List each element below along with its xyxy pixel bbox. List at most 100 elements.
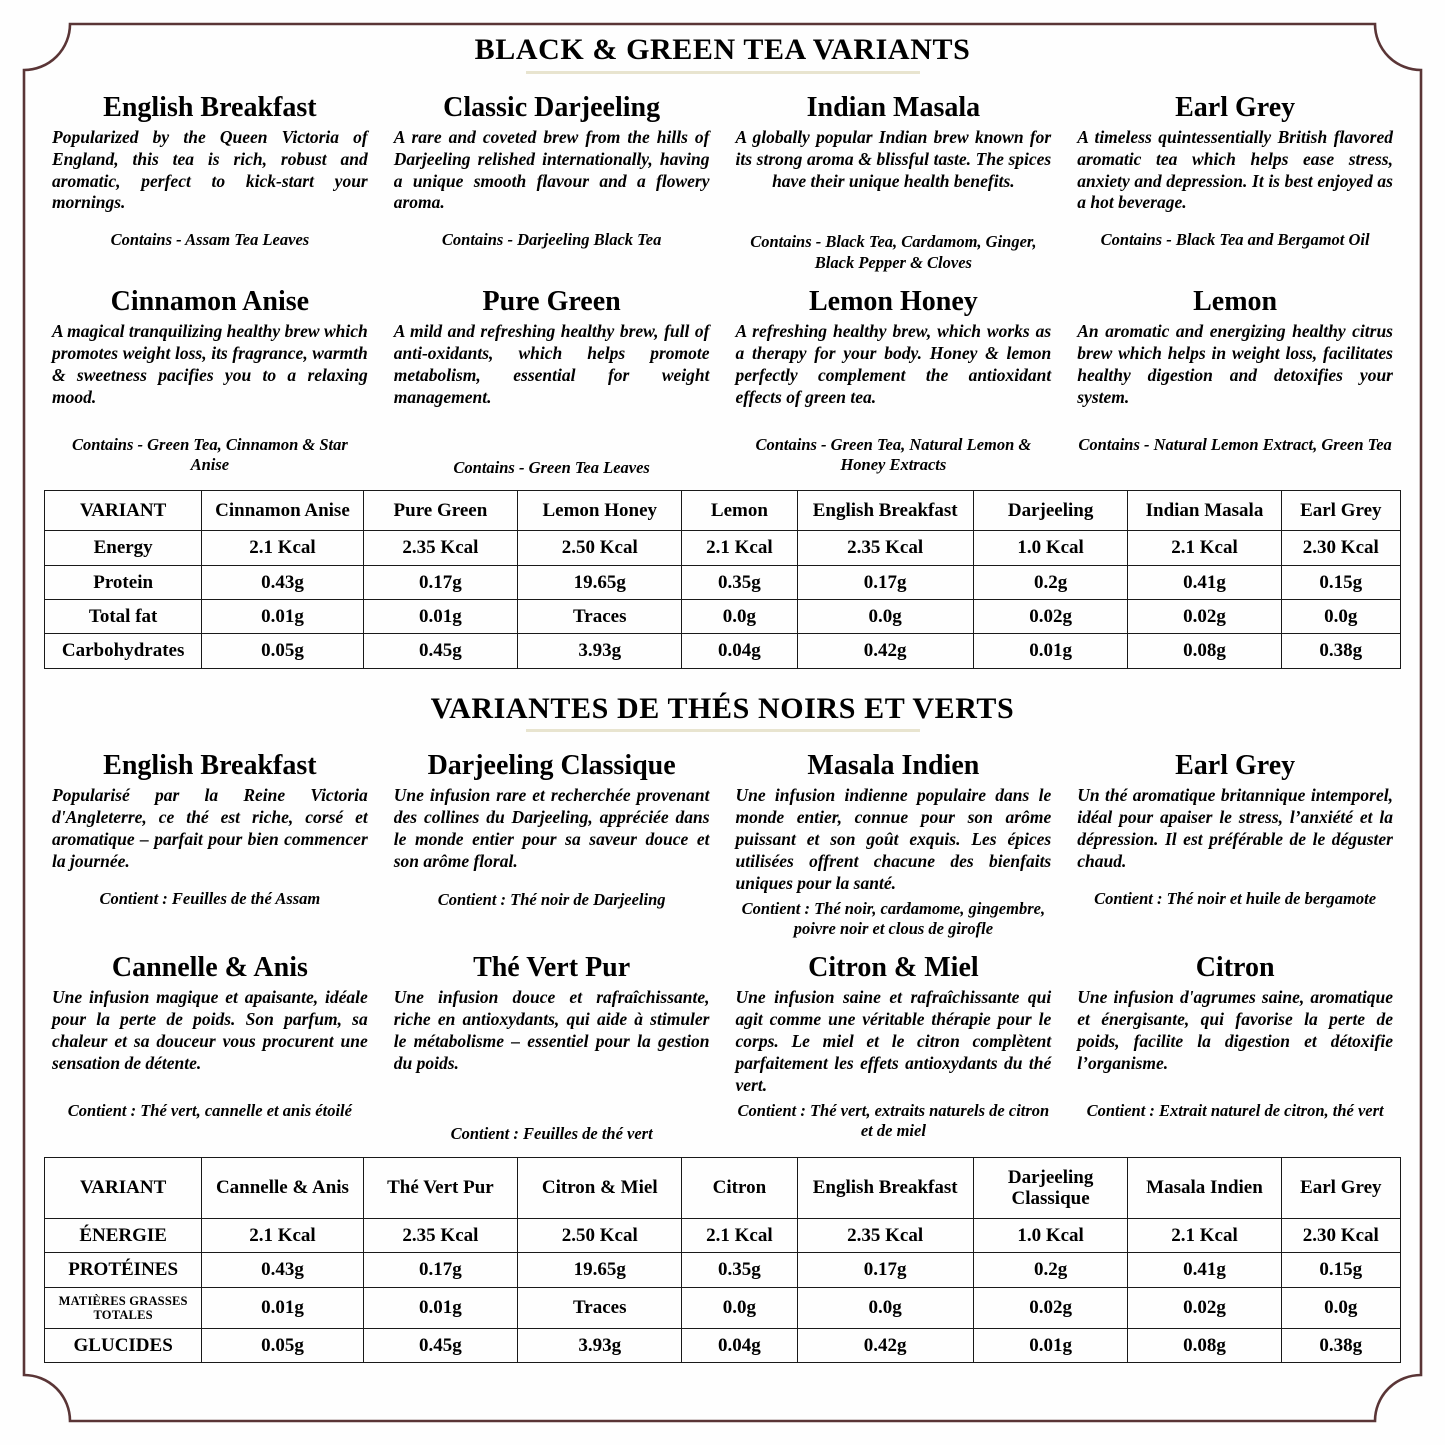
table-cell: 2.1 Kcal [201, 530, 364, 566]
tea-description: A magical tranquilizing healthy brew whi… [52, 321, 368, 407]
tea-contains: Contains - Natural Lemon Extract, Green … [1078, 434, 1392, 454]
table-cell: 0.04g [681, 1327, 798, 1363]
tea-description: Une infusion douce et rafraîchissante, r… [393, 987, 710, 1074]
tea-grid-french-row1: English Breakfast Popularisé par la Rein… [44, 750, 1401, 940]
table-cell: 3.93g [517, 1327, 683, 1363]
table-cell: 0.0g [681, 599, 798, 635]
section-title-block-english: BLACK & GREEN TEA VARIANTS [44, 34, 1401, 74]
table-row-label: MATIÈRES GRASSES TOTALES [43, 1286, 203, 1329]
table-cell: 0.35g [681, 1252, 798, 1288]
table-header-cell: Earl Grey [1280, 1156, 1402, 1220]
table-cell: 2.35 Kcal [362, 530, 519, 566]
table-row: ÉNERGIE 2.1 Kcal 2.35 Kcal 2.50 Kcal 2.1… [43, 1218, 1402, 1254]
tea-grid-english-row1: English Breakfast Popularized by the Que… [44, 92, 1401, 274]
tea-card-indian-masala: Indian Masala A globally popular Indian … [728, 92, 1060, 274]
tea-description: Une infusion d'agrumes saine, aromatique… [1077, 987, 1393, 1074]
tea-description: Popularisé par la Reine Victoria d'Angle… [52, 785, 368, 872]
table-header-row: VARIANT Cannelle & Anis Thé Vert Pur Cit… [43, 1156, 1402, 1220]
table-header-cell: Masala Indien [1127, 1156, 1282, 1220]
tea-card-citron-miel: Citron & Miel Une infusion saine et rafr… [728, 952, 1060, 1144]
table-row: MATIÈRES GRASSES TOTALES 0.01g 0.01g Tra… [43, 1286, 1402, 1329]
tea-contains: Contains - Black Tea, Cardamom, Ginger, … [750, 232, 1037, 273]
table-header-row: VARIANT Cinnamon Anise Pure Green Lemon … [43, 490, 1402, 532]
table-cell: 1.0 Kcal [972, 1218, 1129, 1254]
tea-name: Pure Green [482, 285, 621, 317]
table-cell: 0.17g [796, 1252, 974, 1288]
table-cell: 0.01g [362, 1286, 519, 1329]
tea-name: Earl Grey [1175, 91, 1296, 123]
tea-contains: Contains - Green Tea Leaves [453, 457, 650, 477]
title-underline-rule [525, 70, 920, 74]
tea-description: Un thé aromatique britannique intemporel… [1077, 785, 1393, 872]
tea-contains: Contient : Thé noir, cardamome, gingembr… [741, 898, 1046, 939]
table-cell: 0.38g [1280, 633, 1402, 669]
tea-card-darjeeling-classique: Darjeeling Classique Une infusion rare e… [386, 750, 718, 940]
tea-contains: Contains - Darjeeling Black Tea [441, 230, 662, 250]
tea-name: Cannelle & Anis [111, 952, 308, 984]
table-cell: 0.02g [1127, 1286, 1282, 1329]
section-french: VARIANTES DE THÉS NOIRS ET VERTS English… [43, 693, 1402, 1363]
table-cell: 2.50 Kcal [517, 1218, 683, 1254]
table-row-label: Total fat [43, 599, 203, 635]
tea-contains: Contient : Thé vert, extraits naturels d… [737, 1100, 1050, 1141]
tea-description: Une infusion indienne populaire dans le … [735, 785, 1052, 893]
table-row: Protein 0.43g 0.17g 19.65g 0.35g 0.17g 0… [43, 564, 1402, 601]
tea-grid-french-row2: Cannelle & Anis Une infusion magique et … [44, 952, 1401, 1144]
tea-card-pure-green: Pure Green A mild and refreshing healthy… [386, 286, 718, 478]
table-header-cell: Darjeeling [972, 490, 1129, 532]
table-cell: 0.45g [362, 1327, 519, 1363]
table-header-cell: Citron & Miel [517, 1156, 683, 1220]
table-cell: 2.35 Kcal [362, 1218, 519, 1254]
table-cell: 0.38g [1280, 1327, 1402, 1363]
table-cell: 2.1 Kcal [681, 1218, 798, 1254]
table-cell: 0.43g [201, 564, 364, 601]
table-cell: 3.93g [517, 633, 683, 669]
tea-contains: Contains - Green Tea, Cinnamon & Star An… [71, 434, 348, 475]
table-cell: 0.02g [972, 1286, 1129, 1329]
tea-card-cannelle-anis: Cannelle & Anis Une infusion magique et … [44, 952, 376, 1144]
table-cell: 0.42g [796, 1327, 974, 1363]
table-cell: 2.1 Kcal [1127, 1218, 1282, 1254]
tea-contains: Contains - Green Tea, Natural Lemon & Ho… [755, 434, 1032, 475]
table-cell: 0.08g [1127, 633, 1282, 669]
table-header-cell: Citron [681, 1156, 798, 1220]
table-cell: 0.15g [1280, 564, 1402, 601]
tea-description: Une infusion saine et rafraîchissante qu… [735, 987, 1052, 1095]
table-cell: 0.2g [972, 1252, 1129, 1288]
table-header-cell: English Breakfast [796, 490, 974, 532]
section-english: BLACK & GREEN TEA VARIANTS English Break… [43, 34, 1402, 669]
tea-name: Cinnamon Anise [110, 285, 310, 317]
tea-contains: Contient : Thé noir de Darjeeling [437, 889, 666, 909]
table-cell: 0.01g [972, 1327, 1129, 1363]
tea-name: Thé Vert Pur [473, 952, 631, 984]
table-cell: 0.01g [201, 1286, 364, 1329]
table-row-label: Carbohydrates [43, 633, 203, 669]
table-header-cell: Thé Vert Pur [362, 1156, 519, 1220]
tea-description: An aromatic and energizing healthy citru… [1077, 321, 1393, 407]
tea-description: A mild and refreshing healthy brew, full… [393, 321, 710, 407]
table-row: Carbohydrates 0.05g 0.45g 3.93g 0.04g 0.… [43, 633, 1402, 669]
table-header-cell: Darjeeling Classique [972, 1156, 1129, 1220]
table-header-cell: Lemon Honey [517, 490, 683, 532]
table-cell: 0.01g [362, 599, 519, 635]
tea-description: A refreshing healthy brew, which works a… [735, 321, 1052, 407]
table-cell: 0.42g [796, 633, 974, 669]
table-row-label: GLUCIDES [43, 1327, 203, 1363]
table-cell: 0.0g [1280, 1286, 1402, 1329]
table-header-cell: Cinnamon Anise [201, 490, 364, 532]
nutrition-table-french: VARIANT Cannelle & Anis Thé Vert Pur Cit… [43, 1156, 1402, 1363]
tea-name: Masala Indien [807, 750, 980, 782]
tea-contains: Contient : Thé noir et huile de bergamot… [1094, 888, 1377, 908]
table-cell: 0.15g [1280, 1252, 1402, 1288]
table-cell: 2.1 Kcal [681, 530, 798, 566]
tea-card-cinnamon-anise: Cinnamon Anise A magical tranquilizing h… [44, 286, 376, 478]
table-row: PROTÉINES 0.43g 0.17g 19.65g 0.35g 0.17g… [43, 1252, 1402, 1288]
tea-contains: Contient : Feuilles de thé Assam [99, 888, 321, 908]
table-cell: 19.65g [517, 564, 683, 601]
tea-name: Citron [1195, 952, 1275, 984]
table-cell: 0.45g [362, 633, 519, 669]
tea-card-lemon: Lemon An aromatic and energizing healthy… [1069, 286, 1401, 478]
table-row-label: Energy [43, 530, 203, 566]
table-cell: 0.0g [796, 599, 974, 635]
